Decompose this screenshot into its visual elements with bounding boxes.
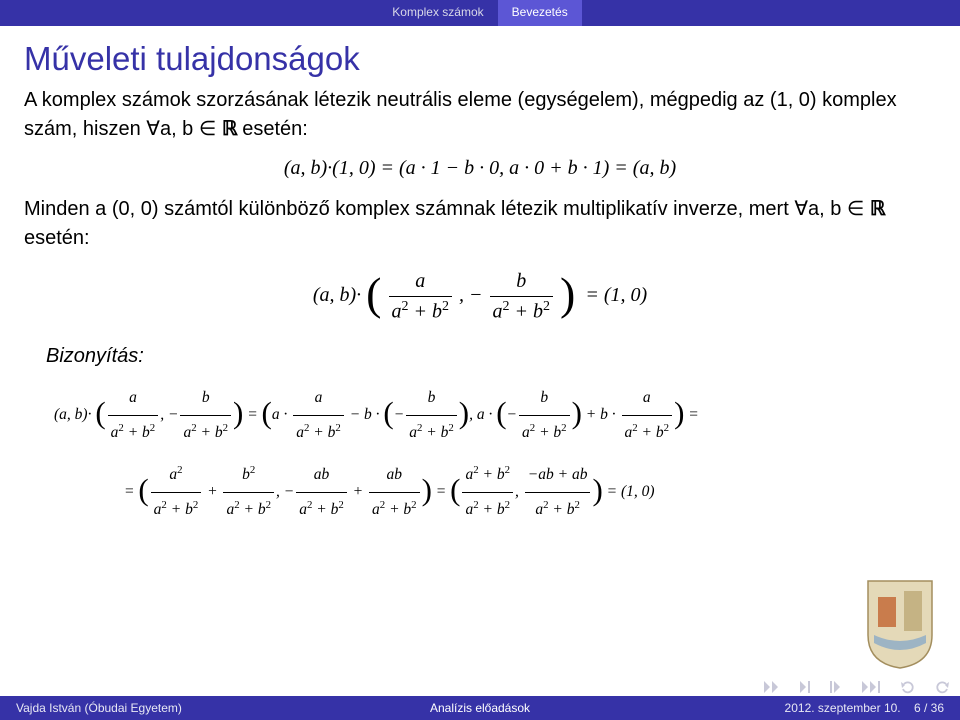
footer-date: 2012. szeptember 10.	[785, 701, 901, 715]
tab-komplex-szamok[interactable]: Komplex számok	[378, 0, 497, 26]
nav-prev-icon[interactable]	[798, 681, 812, 693]
proof-line-1: (a, b)· (aa2 + b2, −ba2 + b2) = (a · aa2…	[24, 381, 936, 450]
proof-label: Bizonyítás:	[24, 342, 936, 371]
nav-undo-icon[interactable]	[900, 680, 916, 694]
footer-title: Analízis előadások	[430, 701, 530, 715]
tab-label: Komplex számok	[392, 5, 483, 19]
paragraph-1: A komplex számok szorzásának létezik neu…	[24, 86, 936, 144]
university-logo	[864, 575, 936, 670]
nav-last-icon[interactable]	[862, 681, 882, 693]
nav-redo-icon[interactable]	[934, 680, 950, 694]
page-title: Műveleti tulajdonságok	[0, 26, 960, 84]
paragraph-2: Minden a (0, 0) számtól különböző komple…	[24, 195, 936, 253]
footer-page: 6 / 36	[914, 701, 944, 715]
proof-line-2: = (a2a2 + b2 + b2a2 + b2, −aba2 + b2 + a…	[24, 458, 936, 527]
nav-controls	[760, 680, 950, 694]
tab-label: Bevezetés	[512, 5, 568, 19]
header-bar: Komplex számok Bevezetés	[0, 0, 960, 26]
nav-first-icon[interactable]	[760, 681, 780, 693]
tab-bevezetes[interactable]: Bevezetés	[498, 0, 582, 26]
footer-author: Vajda István (Óbudai Egyetem)	[16, 701, 182, 715]
nav-next-icon[interactable]	[830, 681, 844, 693]
equation-inverse: (a, b)· ( aa2 + b2 , − ba2 + b2 ) = (1, …	[24, 263, 936, 330]
equation-neutral: (a, b)·(1, 0) = (a · 1 − b · 0, a · 0 + …	[24, 154, 936, 183]
content-area: A komplex számok szorzásának létezik neu…	[0, 84, 960, 527]
footer-bar: Vajda István (Óbudai Egyetem) Analízis e…	[0, 696, 960, 720]
footer-right: 2012. szeptember 10. 6 / 36	[785, 701, 944, 715]
